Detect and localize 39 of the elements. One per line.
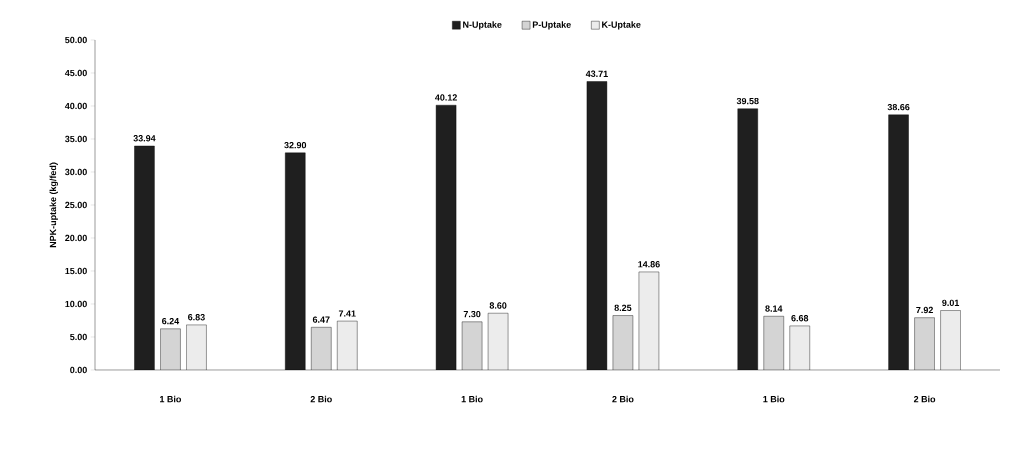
data-label: 8.25 <box>614 304 632 312</box>
y-tick-label: 45.00 <box>64 69 87 77</box>
y-tick-label: 40.00 <box>64 102 87 110</box>
y-tick-label: 5.00 <box>70 333 87 341</box>
x-tick-label: 1 Bio <box>461 395 483 403</box>
y-tick-label: 10.00 <box>65 300 87 308</box>
data-label: 7.41 <box>338 310 356 317</box>
data-label: 7.30 <box>463 310 481 318</box>
data-label: 6.68 <box>791 315 809 322</box>
y-tick-label: 50.00 <box>65 36 87 44</box>
data-label: 43.71 <box>585 70 608 77</box>
data-label: 32.90 <box>284 141 307 149</box>
y-tick-label: 20.00 <box>65 234 87 242</box>
y-tick-label: 15.00 <box>65 267 87 275</box>
data-label: 38.66 <box>887 103 910 111</box>
y-axis-title: NPK-uptake (kg/fed) <box>49 162 58 248</box>
y-tick-label: 0.00 <box>70 366 87 374</box>
data-label: 9.01 <box>942 299 960 307</box>
y-tick-label: 30.00 <box>65 168 87 176</box>
data-label: 14.86 <box>638 261 660 268</box>
data-label: 6.83 <box>188 314 205 321</box>
x-tick-label: 2 Bio <box>612 395 634 403</box>
data-label: 8.14 <box>765 305 783 312</box>
x-tick-label: 2 Bio <box>310 395 332 403</box>
x-tick-label: 1 Bio <box>763 395 785 403</box>
data-label: 6.24 <box>162 317 180 325</box>
legend-label: N-Uptake <box>463 21 502 30</box>
data-label: 39.58 <box>736 97 759 105</box>
y-tick-label: 35.00 <box>65 135 87 143</box>
data-label: 33.94 <box>133 135 156 142</box>
x-tick-label: 2 Bio <box>913 395 936 403</box>
data-label: 40.12 <box>435 94 457 101</box>
legend-label: K-Uptake <box>602 21 641 30</box>
legend-label: P-Uptake <box>532 21 571 30</box>
data-label: 7.92 <box>916 306 933 314</box>
y-tick-label: 25.00 <box>65 201 87 209</box>
data-label: 6.47 <box>312 316 330 323</box>
data-label: 8.60 <box>489 302 507 309</box>
x-tick-label: 1 Bio <box>160 395 182 403</box>
